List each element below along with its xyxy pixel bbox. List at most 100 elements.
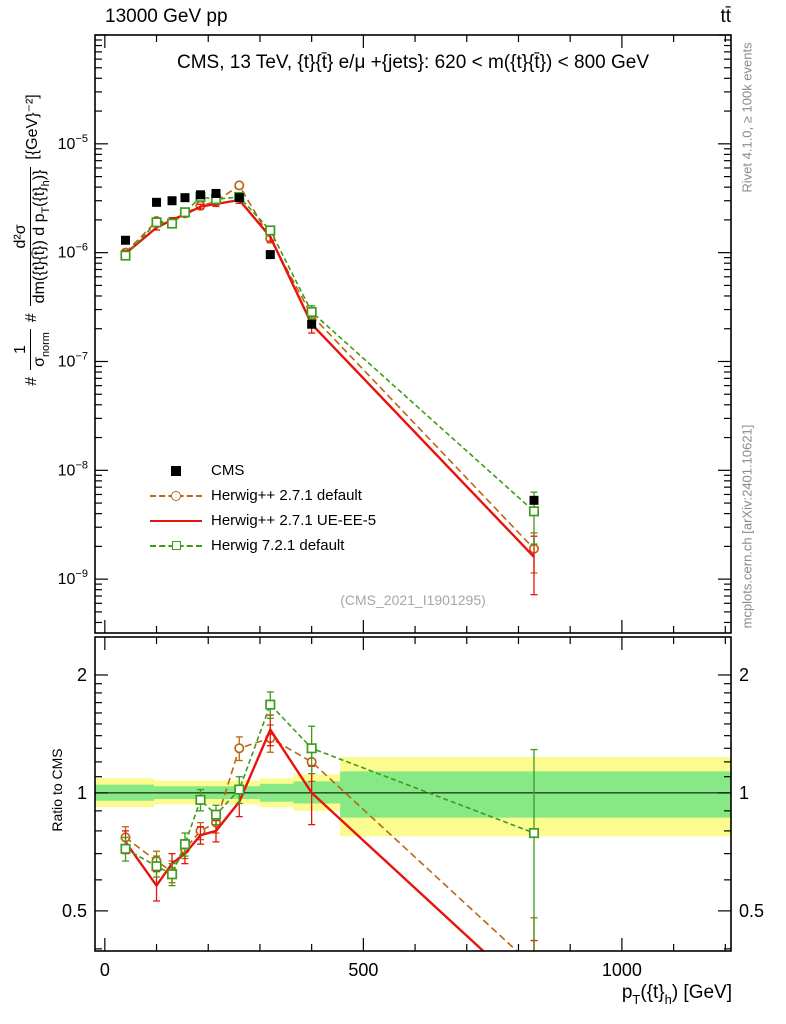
marker-open-square	[306, 306, 317, 318]
process-label: tt̄	[720, 6, 731, 27]
mcplots-citation-note: mcplots.cern.ch [arXiv:2401.10621]	[739, 424, 755, 629]
ratio-tick-label-right: 2	[739, 665, 749, 685]
ylabel-hash-1: #	[23, 376, 40, 386]
marker-filled-square	[167, 196, 177, 206]
den-text-b: ({t}	[30, 186, 48, 207]
marker-filled-square	[152, 197, 162, 207]
xlabel-base: p	[621, 982, 633, 1003]
marker-open-square	[265, 225, 276, 236]
marker-open-circle	[234, 180, 245, 191]
marker-open-square	[179, 839, 191, 850]
marker-open-square	[210, 809, 222, 820]
legend-label-herwigpp-ue-ee-5: Herwig++ 2.7.1 UE-EE-5	[211, 512, 377, 529]
legend-item-herwigpp-ue-ee-5: Herwig++ 2.7.1 UE-EE-5	[150, 508, 376, 533]
marker-open-square	[528, 827, 540, 839]
marker-filled-square	[195, 190, 205, 200]
marker-filled-square	[234, 193, 244, 203]
ratio-series-herwig7-default	[120, 691, 540, 951]
series-line-herwig7-default	[124, 196, 535, 512]
x-axis-label: pT({t}h) [GeV]	[500, 982, 732, 1007]
marker-open-square	[234, 784, 245, 795]
main-series-cms	[121, 188, 539, 505]
y-axis-tick-label: 10−9	[58, 568, 88, 588]
marker-filled-square	[307, 319, 317, 329]
marker-open-square	[166, 869, 178, 880]
herwig7-default-marker	[150, 538, 202, 554]
marker-filled-square	[265, 250, 275, 260]
den-text-c: )}	[30, 169, 48, 181]
marker-open-square	[265, 699, 276, 710]
y-axis-tick-label: 10−6	[58, 242, 88, 262]
ylabel-fraction-norm-denominator: σnorm	[29, 329, 52, 370]
ylabel-hash-2: #	[23, 313, 40, 323]
herwigpp-ue-ee-5-marker	[150, 513, 202, 529]
rivet-version-note: Rivet 4.1.0, ≥ 100k events	[739, 42, 755, 193]
xlabel-sub-h: h	[664, 991, 672, 1007]
series-line-herwigpp-default	[125, 737, 519, 951]
legend-item-cms: CMS	[150, 458, 376, 483]
uncertainty-band-green	[340, 771, 731, 818]
ratio-tick-label-left: 0.5	[62, 901, 87, 921]
norm-subscript: norm	[39, 332, 52, 357]
open-square-icon	[171, 541, 181, 550]
ylabel-fraction-xsec-denominator: dm({t}{t̄}) d pT({t}h)}	[29, 166, 52, 307]
xlabel-end: ) [GeV]	[671, 982, 732, 1003]
xlabel-sub-t: T	[632, 991, 641, 1007]
series-line-herwig7-default	[125, 703, 535, 876]
legend-item-herwig7-default: Herwig 7.2.1 default	[150, 533, 376, 558]
plot-title: CMS, 13 TeV, {t}{t̄} e/μ +{jets}: 620 < …	[176, 52, 650, 73]
marker-filled-square	[529, 495, 539, 505]
cms-marker	[150, 463, 202, 479]
legend-label-cms: CMS	[211, 462, 245, 479]
ylabel-fraction-xsec: d²σ dm({t}{t̄}) d pT({t}h)}	[12, 166, 52, 307]
ratio-tick-label-right: 1	[739, 783, 749, 803]
marker-open-circle	[530, 963, 538, 971]
herwigpp-default-marker	[150, 488, 202, 504]
open-circle-icon	[171, 490, 181, 501]
marker-filled-square	[211, 188, 221, 198]
solid-line-icon	[150, 519, 202, 522]
ylabel-units: [{GeV}⁻²]	[24, 94, 41, 160]
analysis-id-watermark: (CMS_2021_I1901295)	[340, 592, 486, 608]
x-axis-tick-label: 500	[348, 960, 378, 980]
legend: CMS Herwig++ 2.7.1 default Herwig++ 2.7.…	[150, 458, 376, 558]
den-text-a: dm({t}{t̄}) d p	[30, 213, 48, 304]
main-y-axis-label: # 1 σnorm # d²σ dm({t}{t̄}) d pT({t}h)} …	[8, 10, 56, 470]
y-axis-tick-label: 10−7	[58, 350, 88, 370]
ratio-plot-frame	[94, 636, 732, 952]
main-plot-frame	[94, 34, 732, 634]
marker-open-square	[151, 861, 162, 872]
marker-open-square	[120, 250, 131, 261]
ylabel-fraction-norm: 1 σnorm	[12, 329, 52, 370]
legend-item-herwigpp-default: Herwig++ 2.7.1 default	[150, 483, 376, 508]
x-axis-tick-label: 1000	[602, 960, 642, 980]
marker-open-square	[306, 743, 317, 754]
pt-subscript: T	[39, 206, 52, 214]
marker-open-square	[179, 207, 191, 218]
series-line-herwigpp-ue-ee-5	[124, 198, 535, 558]
ratio-y-axis-label: Ratio to CMS	[49, 748, 65, 832]
marker-open-square	[120, 843, 131, 854]
beam-energy-label: 13000 GeV pp	[105, 6, 228, 27]
legend-label-herwigpp-default: Herwig++ 2.7.1 default	[211, 487, 362, 504]
marker-open-square	[528, 506, 540, 517]
ratio-tick-label-left: 1	[77, 783, 87, 803]
ylabel-fraction-norm-numerator: 1	[12, 345, 30, 354]
marker-open-square	[166, 218, 178, 229]
x-axis-tick-label: 0	[100, 960, 110, 980]
ratio-tick-label-right: 0.5	[739, 901, 764, 921]
marker-open-square	[151, 217, 162, 228]
filled-square-icon	[171, 465, 181, 476]
marker-filled-square	[180, 193, 190, 203]
ylabel-fraction-xsec-numerator: d²σ	[12, 224, 30, 249]
ratio-uncertainty-bands	[95, 757, 731, 837]
marker-open-square	[195, 794, 206, 805]
y-axis-tick-label: 10−8	[58, 459, 88, 479]
sigma-symbol: σ	[30, 357, 48, 367]
marker-open-circle	[234, 743, 245, 754]
ratio-tick-label-left: 2	[77, 665, 87, 685]
marker-filled-square	[121, 235, 131, 245]
hadronic-top-subscript: h	[39, 180, 52, 187]
